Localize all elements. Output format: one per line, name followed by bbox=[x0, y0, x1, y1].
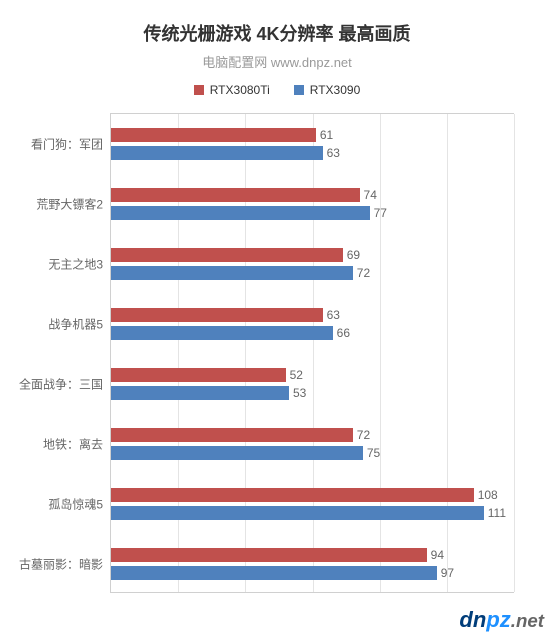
legend-marker-series2 bbox=[294, 85, 304, 95]
watermark-logo: dnpz.net bbox=[459, 607, 544, 633]
gridline bbox=[514, 114, 515, 592]
watermark-pz: pz bbox=[486, 607, 510, 632]
chart-subtitle: 电脑配置网 www.dnpz.net bbox=[10, 52, 544, 71]
chart-container: 传统光栅游戏 4K分辨率 最高画质 电脑配置网 www.dnpz.net RTX… bbox=[0, 0, 554, 639]
bar-RTX3080Ti: 94 bbox=[111, 548, 427, 562]
category-group: 全面战争：三国5253 bbox=[111, 368, 514, 400]
watermark-dn: dn bbox=[459, 607, 486, 632]
bar-RTX3090: 77 bbox=[111, 206, 370, 220]
bar-value: 61 bbox=[316, 128, 333, 142]
category-label: 荒野大镖客2 bbox=[36, 196, 111, 213]
category-label: 无主之地3 bbox=[48, 256, 111, 273]
bar-value: 111 bbox=[484, 506, 506, 520]
bar-value: 63 bbox=[323, 308, 340, 322]
bar-RTX3080Ti: 63 bbox=[111, 308, 323, 322]
bar-RTX3080Ti: 61 bbox=[111, 128, 316, 142]
legend-marker-series1 bbox=[194, 85, 204, 95]
bar-RTX3090: 63 bbox=[111, 146, 323, 160]
bar-value: 75 bbox=[363, 446, 380, 460]
bar-RTX3090: 53 bbox=[111, 386, 289, 400]
legend-label-series1: RTX3080Ti bbox=[210, 83, 270, 97]
category-label: 全面战争：三国 bbox=[19, 376, 111, 393]
category-group: 看门狗：军团6163 bbox=[111, 128, 514, 160]
watermark-net: .net bbox=[511, 610, 544, 631]
legend-label-series2: RTX3090 bbox=[310, 83, 360, 97]
category-group: 荒野大镖客27477 bbox=[111, 188, 514, 220]
bar-value: 108 bbox=[474, 488, 498, 502]
gridline bbox=[178, 114, 179, 592]
bar-RTX3090: 111 bbox=[111, 506, 484, 520]
chart-legend: RTX3080Ti RTX3090 bbox=[10, 83, 544, 97]
bar-RTX3090: 75 bbox=[111, 446, 363, 460]
legend-item-series1: RTX3080Ti bbox=[194, 83, 270, 97]
bar-RTX3090: 66 bbox=[111, 326, 333, 340]
bar-RTX3080Ti: 52 bbox=[111, 368, 286, 382]
plot-area: 看门狗：军团6163荒野大镖客27477无主之地36972战争机器56366全面… bbox=[110, 113, 514, 593]
bar-value: 72 bbox=[353, 266, 370, 280]
category-label: 孤岛惊魂5 bbox=[48, 496, 111, 513]
bar-value: 52 bbox=[286, 368, 303, 382]
category-group: 古墓丽影：暗影9497 bbox=[111, 548, 514, 580]
category-label: 古墓丽影：暗影 bbox=[19, 556, 111, 573]
bar-value: 74 bbox=[360, 188, 377, 202]
bar-value: 63 bbox=[323, 146, 340, 160]
bar-value: 72 bbox=[353, 428, 370, 442]
bar-value: 69 bbox=[343, 248, 360, 262]
bar-RTX3090: 72 bbox=[111, 266, 353, 280]
bar-value: 97 bbox=[437, 566, 454, 580]
legend-item-series2: RTX3090 bbox=[294, 83, 360, 97]
category-label: 战争机器5 bbox=[48, 316, 111, 333]
chart-title: 传统光栅游戏 4K分辨率 最高画质 bbox=[10, 20, 544, 46]
bar-RTX3090: 97 bbox=[111, 566, 437, 580]
bar-value: 66 bbox=[333, 326, 350, 340]
category-label: 地铁：离去 bbox=[43, 436, 111, 453]
category-label: 看门狗：军团 bbox=[31, 136, 111, 153]
gridline bbox=[447, 114, 448, 592]
bar-RTX3080Ti: 74 bbox=[111, 188, 360, 202]
category-group: 地铁：离去7275 bbox=[111, 428, 514, 460]
bar-value: 94 bbox=[427, 548, 444, 562]
gridline bbox=[245, 114, 246, 592]
bar-value: 53 bbox=[289, 386, 306, 400]
category-group: 战争机器56366 bbox=[111, 308, 514, 340]
bar-value: 77 bbox=[370, 206, 387, 220]
bar-RTX3080Ti: 72 bbox=[111, 428, 353, 442]
bar-RTX3080Ti: 69 bbox=[111, 248, 343, 262]
category-group: 无主之地36972 bbox=[111, 248, 514, 280]
category-group: 孤岛惊魂5108111 bbox=[111, 488, 514, 520]
bar-RTX3080Ti: 108 bbox=[111, 488, 474, 502]
gridline bbox=[313, 114, 314, 592]
gridline bbox=[380, 114, 381, 592]
